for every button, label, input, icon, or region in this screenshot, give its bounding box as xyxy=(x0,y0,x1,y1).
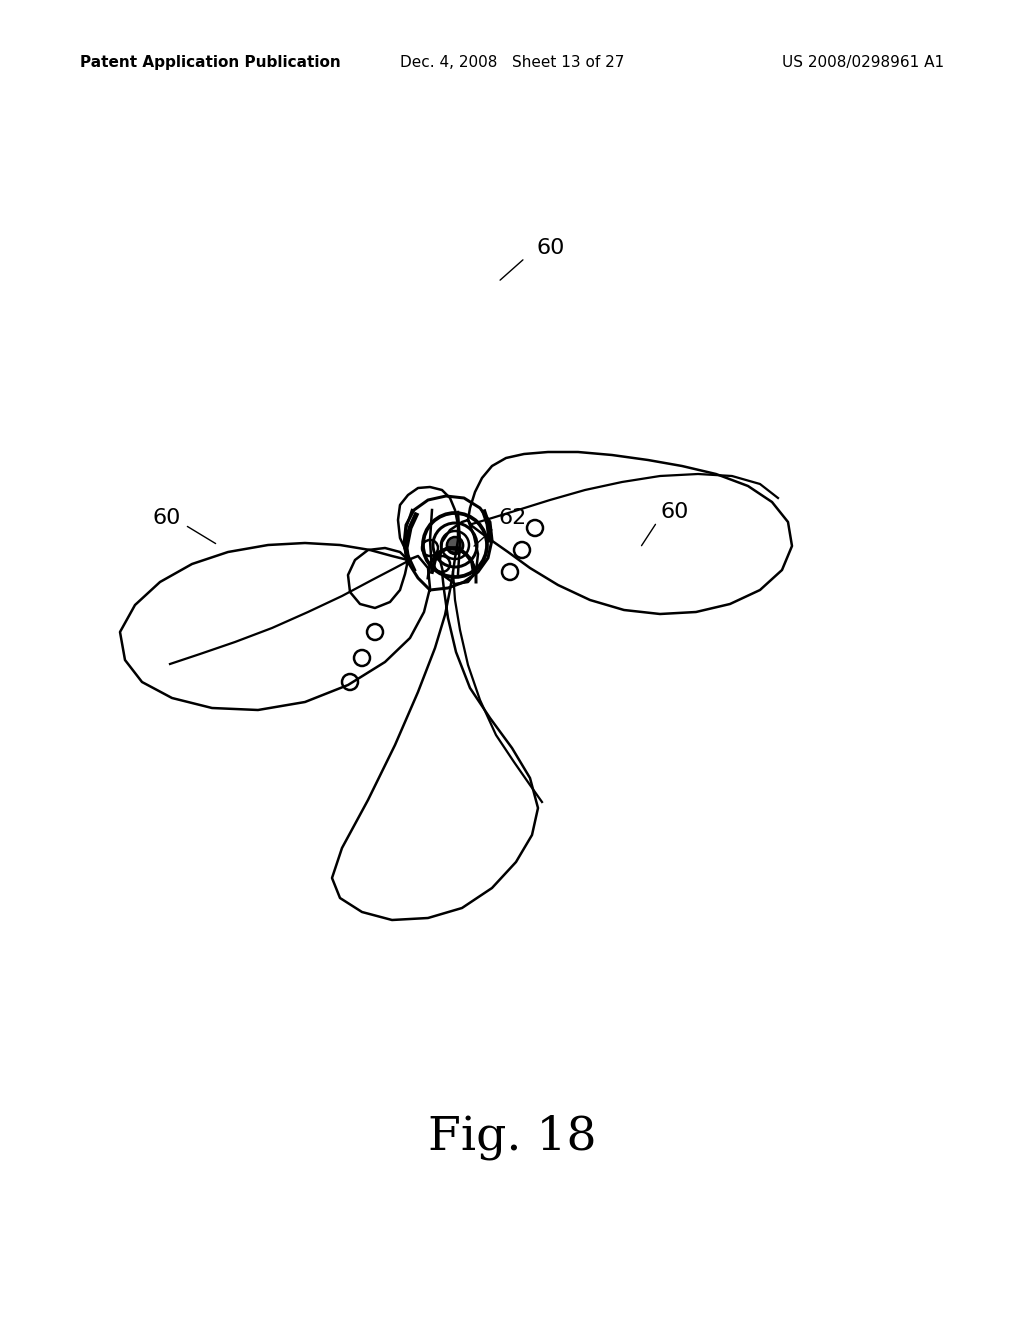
Text: Dec. 4, 2008   Sheet 13 of 27: Dec. 4, 2008 Sheet 13 of 27 xyxy=(399,55,625,70)
Text: Fig. 18: Fig. 18 xyxy=(428,1115,596,1160)
Text: Patent Application Publication: Patent Application Publication xyxy=(80,55,341,70)
Text: 60: 60 xyxy=(536,238,564,257)
Text: 60: 60 xyxy=(152,508,180,528)
Text: US 2008/0298961 A1: US 2008/0298961 A1 xyxy=(782,55,944,70)
Circle shape xyxy=(447,537,463,553)
Text: 60: 60 xyxy=(660,502,688,521)
Text: 62: 62 xyxy=(498,508,526,528)
